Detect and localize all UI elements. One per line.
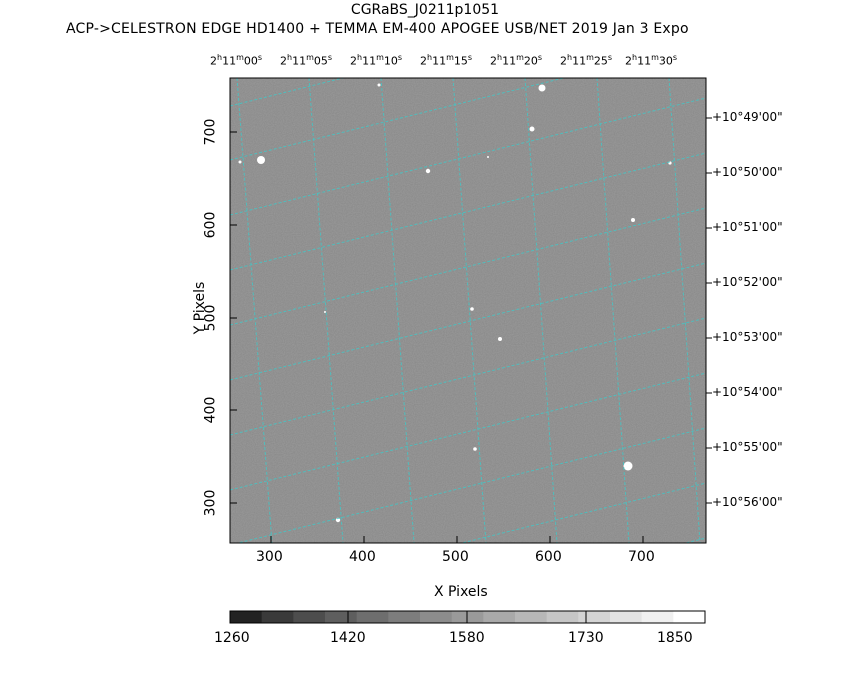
y-tick-label: 600 <box>202 211 219 239</box>
dec-gridline <box>230 78 566 161</box>
dec-tick-label: +10°54'00" <box>712 385 783 399</box>
y-tick-label: 400 <box>202 396 219 424</box>
ra-tick-label: 2h11m05s <box>280 53 333 68</box>
colorbar-segment <box>578 611 611 623</box>
ra-gridline <box>596 78 630 543</box>
colorbar-segment <box>515 611 548 623</box>
ra-gridline <box>236 78 273 543</box>
colorbar-segment <box>451 611 484 623</box>
x-tick-label: 400 <box>349 549 376 565</box>
ra-tick-label: 2h11m30s <box>625 53 678 68</box>
stars <box>238 83 672 523</box>
dec-tick-label: +10°50'00" <box>712 165 783 179</box>
star <box>425 168 431 174</box>
colorbar-segment <box>420 611 453 623</box>
x-axis-ticks <box>270 536 644 543</box>
colorbar-label: 1730 <box>568 630 604 646</box>
star <box>631 218 635 222</box>
colorbar <box>230 611 706 623</box>
dec-gridline <box>230 152 706 271</box>
star <box>529 126 535 132</box>
ra-tick-label: 2h11m25s <box>560 53 613 68</box>
star <box>470 307 474 311</box>
image-title: CGRaBS_J0211p1051 <box>350 2 500 18</box>
dec-tick-label: +10°53'00" <box>712 330 783 344</box>
dec-gridline <box>230 372 706 491</box>
y-axis-ticks <box>230 131 237 504</box>
ra-gridline <box>380 78 415 543</box>
star <box>538 84 546 92</box>
y-tick-label: 300 <box>202 489 219 517</box>
image-subtitle: ACP->CELESTRON EDGE HD1400 + TEMMA EM-40… <box>66 21 689 37</box>
colorbar-segment <box>641 611 674 623</box>
star <box>377 83 381 87</box>
y-tick-label: 700 <box>202 118 219 146</box>
dec-gridline <box>230 207 706 326</box>
ra-gridline <box>452 78 487 543</box>
y-axis-label: Y Pixels <box>192 281 208 335</box>
ra-tick-label: 2h11m15s <box>420 53 473 68</box>
dec-gridline <box>236 427 706 543</box>
ra-gridline <box>524 78 558 543</box>
dec-tick-label: +10°51'00" <box>712 220 783 234</box>
colorbar-ticks <box>347 611 587 623</box>
colorbar-segment <box>261 611 294 623</box>
dec-gridline <box>230 262 706 381</box>
image-frame <box>229 77 707 544</box>
dec-tick-label: +10°56'00" <box>712 495 783 509</box>
x-tick-label: 500 <box>442 549 469 565</box>
dec-ticks <box>706 117 712 504</box>
sky-noise <box>230 78 706 543</box>
x-tick-label: 600 <box>535 549 562 565</box>
dec-tick-label: +10°52'00" <box>712 275 783 289</box>
star <box>473 447 477 451</box>
colorbar-label: 1420 <box>330 630 366 646</box>
colorbar-segment <box>325 611 358 623</box>
ra-gridline <box>230 78 346 107</box>
ra-tick-label: 2h11m10s <box>350 53 403 68</box>
ra-tick-label: 2h11m20s <box>490 53 543 68</box>
x-tick-label: 700 <box>628 549 655 565</box>
colorbar-segment <box>610 611 643 623</box>
dec-gridline <box>230 317 706 436</box>
ra-tick-label: 2h11m00s <box>210 53 263 68</box>
dec-tick-label: +10°49'00" <box>712 110 783 124</box>
star <box>257 156 265 164</box>
ra-gridline <box>308 78 344 543</box>
star <box>498 337 502 341</box>
colorbar-segment <box>546 611 579 623</box>
colorbar-segment <box>673 611 706 623</box>
star <box>487 156 489 158</box>
star <box>238 160 242 164</box>
colorbar-segment <box>483 611 516 623</box>
ra-gridline <box>668 78 701 543</box>
colorbar-label: 1580 <box>449 630 485 646</box>
dec-gridline <box>459 482 706 543</box>
dec-gridline <box>230 97 706 216</box>
x-axis-label: X Pixels <box>434 584 488 600</box>
colorbar-label: 1260 <box>214 630 250 646</box>
colorbar-label: 1850 <box>657 630 693 646</box>
colorbar-segment <box>356 611 389 623</box>
colorbar-segment <box>230 611 263 623</box>
colorbar-segment <box>388 611 421 623</box>
star <box>324 311 326 313</box>
star <box>623 461 633 471</box>
x-tick-label: 300 <box>256 549 283 565</box>
dec-tick-label: +10°55'00" <box>712 440 783 454</box>
coordinate-grid <box>230 78 706 543</box>
colorbar-segment <box>293 611 326 623</box>
